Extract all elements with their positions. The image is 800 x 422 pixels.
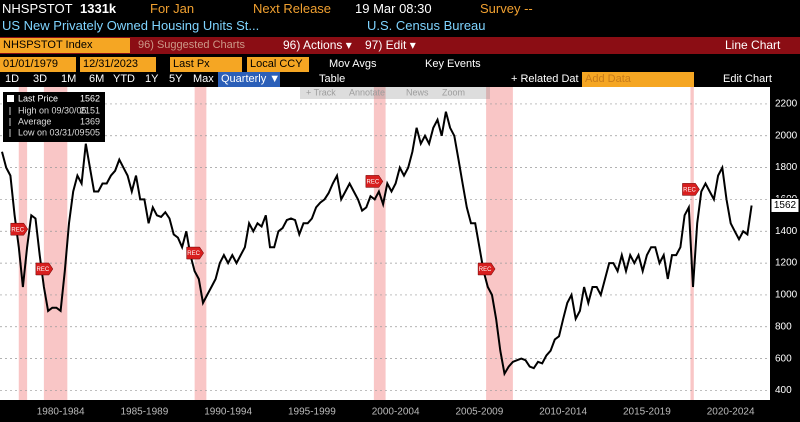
y-tick-label: 800 [775,321,792,332]
suggested-charts[interactable]: 96) Suggested Charts [138,39,246,51]
event-marker [365,175,384,188]
x-tick-label: 2020-2024 [707,407,755,418]
related-data[interactable]: + Related Dat [511,73,579,85]
x-tick-label: 1985-1989 [120,407,168,418]
end-date[interactable]: 12/31/2023 [80,57,156,72]
period-button[interactable]: 1Y [145,73,159,85]
price-field[interactable]: Last Px [170,57,242,72]
frequency[interactable]: Quarterly ▼ [218,72,280,87]
actions-menu[interactable]: 96) Actions ▾ [283,38,352,52]
survey: Survey -- [480,1,533,16]
legend-background [3,92,105,142]
y-tick-label: 600 [775,353,792,364]
period-bar: 1D 3D 1M 6M YTD 1Y 5Y Max [0,72,800,87]
recession-band [690,87,694,400]
chart: 4006008001000120014001600180020002200198… [0,87,800,422]
x-tick-label: 2010-2014 [539,407,587,418]
y-tick-label: 1200 [775,258,798,269]
period-button[interactable]: 6M [89,73,105,85]
y-tick-label: 1000 [775,290,798,301]
chart-tool: Zoom [442,87,465,97]
chart-tool-bar [300,87,490,99]
last-value-box [770,197,800,213]
recession-band [486,87,513,400]
bottom-axis-background [0,400,800,422]
x-tick-label: 2000-2004 [372,407,420,418]
recession-band [194,87,207,400]
legend-label: Low on 03/31/09 [18,127,85,137]
period-button[interactable]: 3D [33,73,48,85]
legend-value: 2151 [80,105,100,115]
last-value: 1331k [80,1,117,16]
mov-avgs[interactable]: Mov Avgs [329,58,377,70]
y-tick-label: 2000 [775,130,798,141]
legend-value: 505 [85,127,100,137]
x-tick-label: 1990-1994 [204,407,252,418]
price-line [1,111,753,377]
chart-tool: + Track [306,87,336,97]
x-tick-label: 2015-2019 [623,407,671,418]
y-tick-label: 1800 [775,162,798,173]
table-button[interactable]: Table [319,73,346,85]
description: US New Privately Owned Housing Units St.… [2,18,260,33]
chart-tool: Annotate [349,87,385,97]
event-marker [10,222,29,236]
y-tick-label: 1400 [775,226,798,237]
source: U.S. Census Bureau [367,18,486,33]
legend-swatch [7,95,14,102]
event-marker [35,262,54,276]
x-tick-label: 1980-1984 [37,407,85,418]
event-marker [186,246,204,260]
legend-value: 1562 [80,93,100,103]
legend-label: High on 09/30/05 [18,105,87,115]
right-axis-background [770,87,800,422]
period-button[interactable]: YTD [113,73,135,85]
legend-value: 1369 [80,116,100,126]
period-button[interactable]: Max [193,73,214,85]
recession-band [18,87,28,400]
chart-tool: News [406,87,429,97]
start-date[interactable]: 01/01/1979 [0,57,76,72]
y-tick-label: 2200 [775,99,798,110]
period: For Jan [150,1,195,16]
y-tick-label: 400 [775,385,792,396]
period-button[interactable]: 1M [61,73,77,85]
x-tick-label: 2005-2009 [455,407,503,418]
add-data[interactable]: Add Data [582,72,694,87]
legend-label: Average [18,116,51,126]
event-label: REC [37,267,50,273]
currency-field[interactable]: Local CCY [247,57,309,72]
key-events[interactable]: Key Events [425,58,481,70]
period-button[interactable]: 5Y [169,73,183,85]
x-tick-label: 1995-1999 [288,407,336,418]
menu-bar [0,37,800,54]
event-marker [682,183,700,196]
security-field[interactable]: NHSPSTOT Index [0,38,130,53]
event-label: REC [187,251,200,257]
legend-label: Last Price [18,93,58,103]
event-marker [477,262,496,276]
ticker: NHSPSTOT [2,1,73,16]
event-label: REC [479,267,492,273]
edit-chart[interactable]: Edit Chart [723,73,772,85]
event-label: REC [683,187,696,193]
next-release: 19 Mar 08:30 [355,1,432,16]
next-release-label: Next Release [253,1,332,16]
recession-band [43,87,68,400]
edit-menu[interactable]: 97) Edit ▾ [365,38,416,52]
recession-band [373,87,386,400]
last-value-label: 1562 [774,200,797,211]
period-button[interactable]: 1D [5,73,20,85]
chart-type[interactable]: Line Chart [725,38,781,52]
event-label: REC [11,227,24,233]
event-label: REC [367,180,380,186]
